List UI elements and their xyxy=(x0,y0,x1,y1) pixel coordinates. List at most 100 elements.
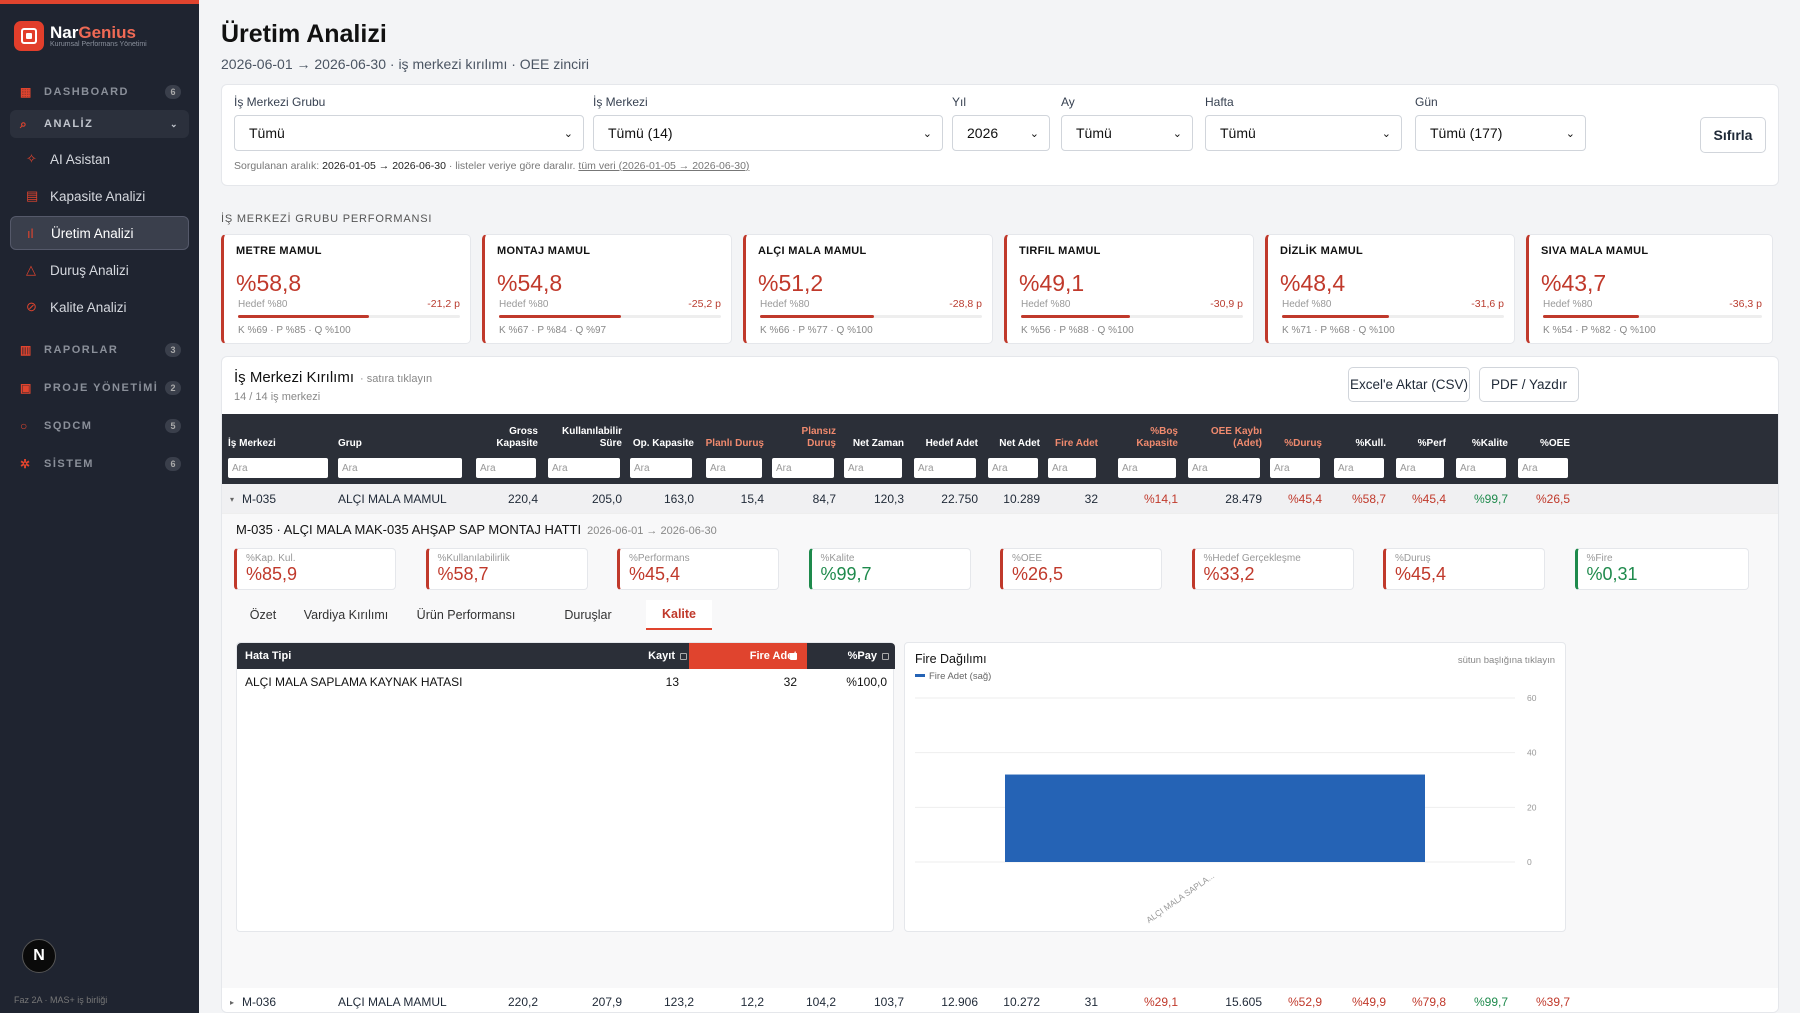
chart-hint: sütun başlığına tıklayın xyxy=(1458,655,1555,666)
col-header[interactable]: Kullanılabilir Süre xyxy=(561,426,622,449)
column-search-input[interactable]: Ara xyxy=(988,458,1038,478)
group-target: Hedef %80 xyxy=(1021,299,1071,310)
week-select[interactable]: Tümü ⌄ xyxy=(1205,115,1402,151)
user-avatar[interactable]: N xyxy=(22,939,56,973)
bar[interactable] xyxy=(1005,774,1425,862)
group-oee: %48,4 xyxy=(1280,270,1346,296)
col-header[interactable]: %OEE xyxy=(1539,438,1570,449)
col-header[interactable]: Fire Adet xyxy=(1055,438,1098,449)
col-pay[interactable]: %Pay xyxy=(807,643,889,669)
month-select[interactable]: Tümü ⌄ xyxy=(1061,115,1193,151)
column-search-input[interactable]: Ara xyxy=(772,458,834,478)
group-card[interactable]: METRE MAMUL %58,8 Hedef %80 -21,2 p K %69 · … xyxy=(221,234,471,344)
column-search-input[interactable]: Ara xyxy=(548,458,620,478)
all-data-link[interactable]: tüm veri (2026-01-05 → 2026-06-30) xyxy=(578,160,750,172)
column-search-input[interactable]: Ara xyxy=(1270,458,1320,478)
column-search-input[interactable]: Ara xyxy=(1456,458,1506,478)
table-cell: %99,7 xyxy=(1473,492,1508,506)
col-header[interactable]: Planlı Duruş xyxy=(705,438,764,449)
filter-workcenter: İş Merkezi Tümü (14) ⌄ xyxy=(593,95,943,151)
table-row[interactable]: M-036 ALÇI MALA MAMUL 220,2 207,9 123,2 12,2 1… xyxy=(222,988,1778,1012)
col-hata-tipi[interactable]: Hata Tipi xyxy=(245,650,292,662)
column-search-input[interactable]: Ara xyxy=(228,458,328,478)
col-header[interactable]: OEE Kaybı (Adet) xyxy=(1210,426,1262,449)
col-header[interactable]: %Boş Kapasite xyxy=(1136,426,1178,449)
col-header[interactable]: Op. Kapasite xyxy=(632,438,694,449)
sidebar-item-dashboard[interactable]: ▦ DASHBOARD 6 xyxy=(10,78,189,106)
expand-icon[interactable]: ▾ xyxy=(230,494,235,504)
col-header[interactable]: Net Zaman xyxy=(852,438,904,449)
brand-logo[interactable]: NarGenius Kurumsal Performans Yönetimi xyxy=(0,4,199,56)
kpi-label: %Kap. Kul. xyxy=(246,553,296,564)
col-header[interactable]: %Duruş xyxy=(1284,438,1322,449)
chevron-down-icon: ⌄ xyxy=(922,127,932,140)
group-card[interactable]: SIVA MALA MAMUL %43,7 Hedef %80 -36,3 p K %5… xyxy=(1526,234,1773,344)
group-card[interactable]: TIRFIL MAMUL %49,1 Hedef %80 -30,9 p K %56 ·… xyxy=(1004,234,1254,344)
defect-type[interactable]: ALÇI MALA SAPLAMA KAYNAK HATASI xyxy=(245,675,463,689)
col-header[interactable]: Grup xyxy=(338,438,362,449)
column-search-input[interactable]: Ara xyxy=(630,458,692,478)
col-header[interactable]: İş Merkezi xyxy=(228,438,276,449)
tab-4[interactable]: Duruşlar xyxy=(564,608,612,622)
col-header[interactable]: %Kalite xyxy=(1471,438,1508,449)
sort-icon xyxy=(680,652,687,660)
sidebar-item-analiz[interactable]: ⌕ ANALİZ ⌄ xyxy=(10,110,189,138)
sidebar-item-raporlar[interactable]: ▥ RAPORLAR 3 xyxy=(10,336,189,364)
column-search-input[interactable]: Ara xyxy=(1334,458,1384,478)
sort-icon xyxy=(790,653,797,660)
col-header[interactable]: Hedef Adet xyxy=(925,438,978,449)
sidebar-item-sistem[interactable]: ✲ SİSTEM 6 xyxy=(10,450,189,478)
export-csv-button[interactable]: Excel'e Aktar (CSV) xyxy=(1348,367,1470,402)
group-select[interactable]: Tümü ⌄ xyxy=(234,115,584,151)
col-header[interactable]: Net Adet xyxy=(999,438,1040,449)
sidebar-item-uretim[interactable]: ıl Üretim Analizi xyxy=(10,216,189,250)
sidebar-item-ai-asistan[interactable]: ✧ AI Asistan xyxy=(26,151,111,167)
col-header[interactable]: %Perf xyxy=(1417,438,1446,449)
group-name: DİZLİK MAMUL xyxy=(1280,245,1364,257)
col-fire-adet[interactable]: Fire Adet xyxy=(689,643,807,669)
col-header[interactable]: Gross Kapasite xyxy=(496,426,538,449)
col-header[interactable]: %Kull. xyxy=(1355,438,1386,449)
kpi-value: %0,31 xyxy=(1586,564,1638,584)
table-row[interactable]: M-035 ALÇI MALA MAMUL 220,4 205,0 163,0 15,4 8… xyxy=(222,484,1778,514)
column-search-input[interactable]: Ara xyxy=(1518,458,1568,478)
group-kpq: K %56 · P %88 · Q %100 xyxy=(1021,325,1134,336)
column-search-input[interactable]: Ara xyxy=(914,458,976,478)
column-search-input[interactable]: Ara xyxy=(338,458,462,478)
year-select[interactable]: 2026 ⌄ xyxy=(952,115,1050,151)
group-card[interactable]: DİZLİK MAMUL %48,4 Hedef %80 -31,6 p K %71 ·… xyxy=(1265,234,1515,344)
sidebar-item-kapasite[interactable]: ▤ Kapasite Analizi xyxy=(26,188,146,204)
sidebar-nav: ▦ DASHBOARD 6 ⌕ ANALİZ ⌄ ✧ AI Asistan ▤ Kapasi… xyxy=(0,78,199,478)
sidebar-item-kalite[interactable]: ⊘ Kalite Analizi xyxy=(26,299,127,315)
sidebar-item-proje[interactable]: ▣ PROJE YÖNETİMİ 2 xyxy=(10,374,189,402)
group-card[interactable]: MONTAJ MAMUL %54,8 Hedef %80 -25,2 p K %67 ·… xyxy=(482,234,732,344)
group-kpq: K %54 · P %82 · Q %100 xyxy=(1543,325,1656,336)
tab-3[interactable]: Ürün Performansı xyxy=(416,608,516,622)
export-pdf-button[interactable]: PDF / Yazdır xyxy=(1479,367,1579,402)
expand-icon[interactable]: ▸ xyxy=(230,997,235,1007)
kpi-label: %Duruş xyxy=(1395,553,1431,564)
kpi-label: %Hedef Gerçekleşme xyxy=(1203,553,1301,564)
workcenter-select[interactable]: Tümü (14) ⌄ xyxy=(593,115,943,151)
tab-1[interactable]: Özet xyxy=(249,608,277,622)
tab-2[interactable]: Vardiya Kırılımı xyxy=(303,608,389,622)
col-kayit[interactable]: Kayıt xyxy=(617,643,687,669)
logo-icon xyxy=(14,21,44,51)
sidebar-item-durus[interactable]: △ Duruş Analizi xyxy=(26,262,129,278)
column-search-input[interactable]: Ara xyxy=(476,458,536,478)
column-search-input[interactable]: Ara xyxy=(1048,458,1096,478)
column-search-input[interactable]: Ara xyxy=(1188,458,1260,478)
kpi-value: %33,2 xyxy=(1203,564,1255,584)
column-search-input[interactable]: Ara xyxy=(706,458,762,478)
tab-5[interactable]: Kalite xyxy=(646,600,712,630)
column-search-input[interactable]: Ara xyxy=(1118,458,1176,478)
col-header[interactable]: Plansız Duruş xyxy=(801,426,836,449)
sidebar-item-sqdcm[interactable]: ○ SQDCM 5 xyxy=(10,412,189,440)
day-select[interactable]: Tümü (177) ⌄ xyxy=(1415,115,1586,151)
column-search-input[interactable]: Ara xyxy=(844,458,902,478)
reset-button[interactable]: Sıfırla xyxy=(1700,117,1766,153)
group-card[interactable]: ALÇI MALA MAMUL %51,2 Hedef %80 -28,8 p K %6… xyxy=(743,234,993,344)
chevron-down-icon: ⌄ xyxy=(1381,127,1391,140)
y-tick-label: 40 xyxy=(1527,748,1537,758)
column-search-input[interactable]: Ara xyxy=(1396,458,1444,478)
